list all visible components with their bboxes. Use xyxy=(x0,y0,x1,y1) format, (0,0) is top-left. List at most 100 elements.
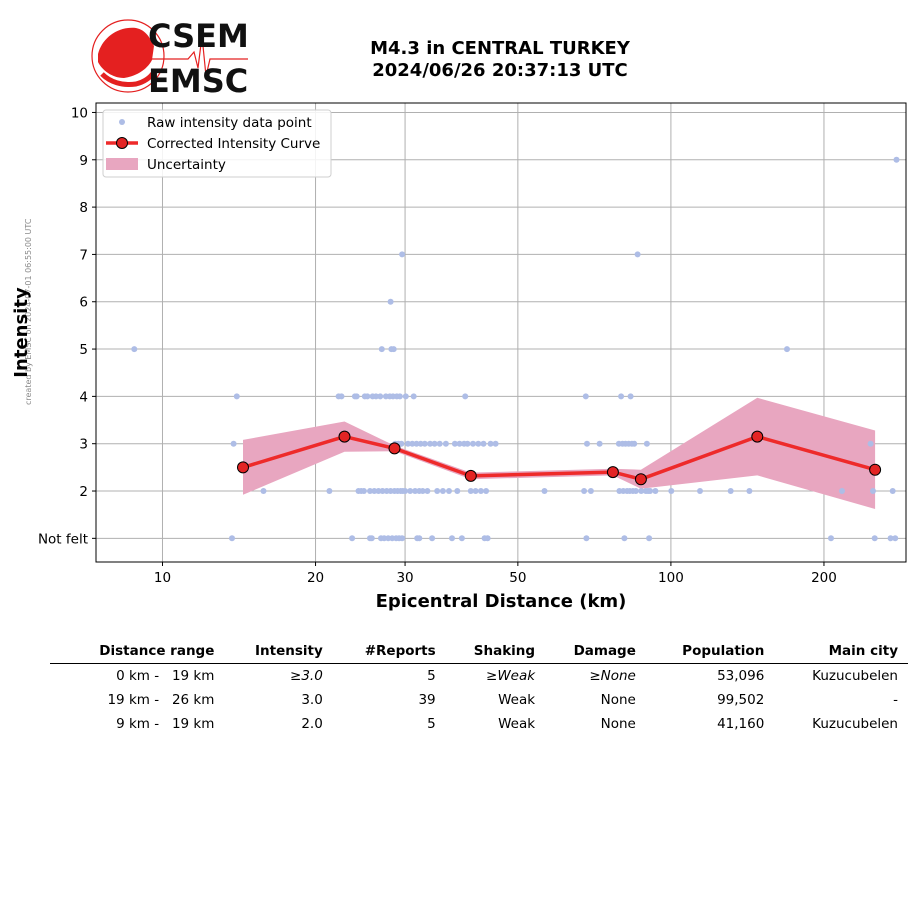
raw-point xyxy=(892,535,899,542)
curve-point xyxy=(634,473,647,486)
curve-point xyxy=(869,463,882,476)
raw-point xyxy=(631,440,638,447)
table-row: 9 km - 19 km 2.0 5 Weak None 41,160 Kuzu… xyxy=(116,716,898,732)
raw-point xyxy=(643,440,650,447)
raw-point xyxy=(421,440,428,447)
raw-point xyxy=(349,535,356,542)
table-header-row: Distance range Intensity #Reports Shakin… xyxy=(50,640,908,664)
legend-raw-label: Raw intensity data point xyxy=(147,115,312,131)
y-tick-label: 3 xyxy=(79,437,88,453)
raw-point xyxy=(621,535,628,542)
legend-band-label: Uncertainty xyxy=(147,157,226,173)
raw-point xyxy=(828,535,834,542)
raw-points xyxy=(131,156,900,542)
raw-point xyxy=(871,535,878,542)
raw-point xyxy=(417,440,424,447)
col-damage: Damage xyxy=(545,640,646,664)
raw-point xyxy=(371,488,378,494)
raw-point xyxy=(454,488,461,494)
raw-point xyxy=(429,535,436,542)
logo-line2: EMSC xyxy=(148,62,248,98)
raw-point xyxy=(439,488,446,494)
col-distance: Distance range xyxy=(50,640,225,664)
col-main-city: Main city xyxy=(774,640,908,664)
summary-table: Distance range Intensity #Reports Shakin… xyxy=(50,640,908,736)
raw-point xyxy=(399,251,406,258)
raw-point xyxy=(390,346,397,353)
curve-markers xyxy=(237,430,882,486)
raw-point xyxy=(260,488,267,494)
x-axis-label: Epicentral Distance (km) xyxy=(376,591,627,612)
raw-point xyxy=(727,488,734,494)
raw-point xyxy=(487,440,494,447)
raw-point xyxy=(326,488,333,494)
raw-point xyxy=(405,440,411,447)
raw-point xyxy=(584,440,590,447)
raw-point xyxy=(436,440,443,447)
y-tick-label: Not felt xyxy=(38,531,88,547)
raw-point xyxy=(634,251,641,258)
col-population: Population xyxy=(645,640,775,664)
raw-point xyxy=(379,488,386,494)
raw-point xyxy=(387,298,394,305)
raw-point xyxy=(784,346,790,353)
raw-point xyxy=(484,535,491,542)
y-axis-label: Intensity xyxy=(11,287,32,378)
raw-point xyxy=(402,488,409,494)
raw-point xyxy=(410,393,417,400)
raw-point xyxy=(446,488,452,494)
col-intensity: Intensity xyxy=(224,640,333,664)
raw-point xyxy=(368,535,375,542)
raw-point xyxy=(627,393,634,400)
uncertainty-band xyxy=(243,397,876,509)
y-tick-label: 9 xyxy=(79,153,88,169)
raw-point xyxy=(475,440,482,447)
emsc-logo: CSEM EMSC xyxy=(91,17,249,98)
raw-point xyxy=(492,440,499,447)
raw-point xyxy=(398,440,405,447)
col-reports: #Reports xyxy=(332,640,446,664)
raw-point xyxy=(402,393,409,400)
curve-point xyxy=(388,442,401,455)
creation-note: created by EMSC on 2024-07-01 06:55:00 U… xyxy=(24,218,33,405)
raw-point xyxy=(596,440,603,447)
creation-note-text: created by EMSC on 2024-07-01 06:55:00 U… xyxy=(24,218,33,405)
raw-point xyxy=(646,535,653,542)
raw-point xyxy=(480,440,487,447)
raw-point xyxy=(353,393,360,400)
raw-point xyxy=(442,440,449,447)
x-tick-label: 20 xyxy=(307,570,324,586)
map-silhouette-icon xyxy=(98,27,154,79)
raw-point xyxy=(407,488,414,494)
raw-point xyxy=(618,393,625,400)
intensity-chart: 10 20 30 50 100 200 Not felt 2 3 4 5 6 7 8 9 10 Epicen… xyxy=(11,102,907,612)
raw-point xyxy=(483,488,490,494)
seismogram-icon xyxy=(150,35,248,77)
y-tick-label: 4 xyxy=(79,389,88,405)
raw-point xyxy=(456,440,463,447)
curve-point xyxy=(606,466,619,479)
raw-point xyxy=(413,440,420,447)
raw-point xyxy=(587,488,594,494)
raw-point xyxy=(668,488,675,494)
raw-point xyxy=(464,440,471,447)
chart-title-line2: 2024/06/26 20:37:13 UTC xyxy=(372,60,628,81)
curve-point xyxy=(237,461,249,474)
raw-point xyxy=(409,440,416,447)
raw-point xyxy=(378,346,385,353)
raw-point xyxy=(462,393,469,400)
raw-point xyxy=(887,535,894,542)
raw-point xyxy=(229,535,235,542)
chart-title-line1: M4.3 in CENTRAL TURKEY xyxy=(370,38,630,59)
raw-point xyxy=(697,488,703,494)
curve-point xyxy=(464,469,477,482)
raw-point xyxy=(867,440,874,447)
plot-frame xyxy=(95,102,907,563)
curve-point xyxy=(751,430,764,443)
raw-point xyxy=(412,488,419,494)
raw-point xyxy=(870,488,876,494)
raw-point xyxy=(583,535,590,542)
raw-point xyxy=(364,393,371,400)
raw-point xyxy=(434,488,441,494)
raw-point xyxy=(230,440,237,447)
